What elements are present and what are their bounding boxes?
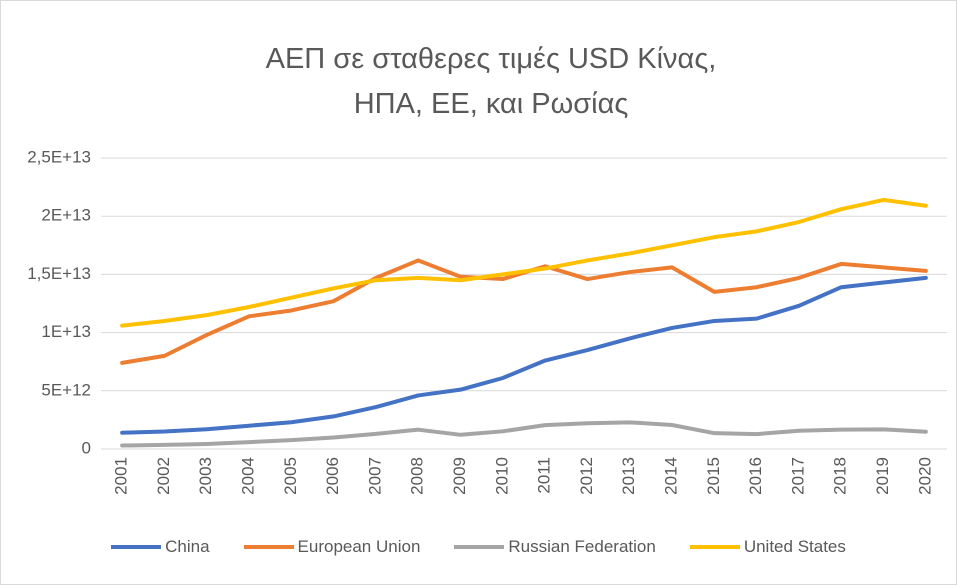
legend-item: European Union <box>243 537 421 557</box>
line <box>120 275 928 435</box>
line <box>120 420 928 448</box>
x-tick-label: 2013 <box>619 457 638 495</box>
line <box>120 258 928 365</box>
chart-title: ΑΕΠ σε σταθερες τιμές USD Κίνας, ΗΠΑ, ΕΕ… <box>265 43 717 120</box>
x-tick-label: 2017 <box>788 457 807 495</box>
legend-item: China <box>111 537 210 557</box>
x-tick-label: 2007 <box>365 457 384 495</box>
x-tick-label: 2014 <box>662 457 681 495</box>
legend-label: China <box>165 537 210 556</box>
y-tick-label: 2,5E+13 <box>27 147 91 166</box>
x-tick-label: 2001 <box>112 457 131 495</box>
x-tick-label: 2011 <box>535 457 554 494</box>
x-tick-label: 2005 <box>281 457 300 495</box>
legend-swatch <box>454 545 505 549</box>
y-tick-label: 2E+13 <box>41 206 91 225</box>
x-tick-label: 2003 <box>196 457 215 495</box>
x-tick-label: 2019 <box>873 457 892 495</box>
x-tick-label: 2008 <box>408 457 427 495</box>
y-tick-label: 1E+13 <box>41 322 91 341</box>
x-tick-label: 2016 <box>746 457 765 495</box>
legend: China European Union Russian Federation Uni… <box>1 537 956 557</box>
x-tick-label: 2020 <box>915 457 934 495</box>
y-tick-label: 0 <box>82 438 91 457</box>
legend-label: European Union <box>297 537 421 556</box>
x-tick-label: 2002 <box>154 457 173 495</box>
y-tick-label: 5E+12 <box>41 380 91 399</box>
x-tick-label: 2012 <box>577 457 596 495</box>
x-tick-label: 2006 <box>323 457 342 495</box>
x-tick-label: 2004 <box>239 457 258 495</box>
legend-swatch <box>111 545 162 549</box>
y-tick-label: 1,5E+13 <box>27 264 91 283</box>
x-tick-label: 2010 <box>492 457 511 495</box>
x-tick-label: 2009 <box>450 457 469 495</box>
line <box>120 197 928 328</box>
legend-item: United States <box>689 537 846 557</box>
x-tick-label: 2018 <box>831 457 850 495</box>
x-tick-label: 2015 <box>704 457 723 495</box>
legend-item: Russian Federation <box>454 537 656 557</box>
legend-swatch <box>243 545 294 549</box>
legend-label: United States <box>743 537 846 556</box>
legend-label: Russian Federation <box>508 537 656 556</box>
legend-swatch <box>689 545 740 549</box>
